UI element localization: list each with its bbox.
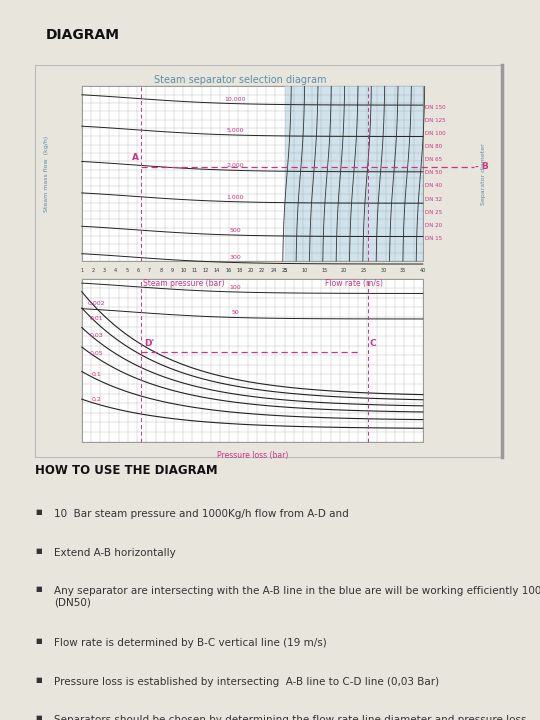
Text: ■: ■	[35, 586, 42, 592]
Text: 10: 10	[180, 268, 186, 273]
Text: 12: 12	[202, 268, 209, 273]
Text: DN 20: DN 20	[425, 222, 442, 228]
Text: 15: 15	[321, 268, 327, 273]
Text: 0,002: 0,002	[87, 301, 105, 306]
Bar	[82, 86, 423, 261]
Text: 16: 16	[225, 268, 232, 273]
Text: 5,000: 5,000	[227, 128, 244, 133]
Text: 2,000: 2,000	[227, 163, 244, 168]
Text: ■: ■	[35, 677, 42, 683]
Text: 14: 14	[214, 268, 220, 273]
Text: DIAGRAM: DIAGRAM	[46, 28, 120, 42]
Text: Steam mass flow  (kg/h): Steam mass flow (kg/h)	[44, 135, 49, 212]
Text: A: A	[132, 153, 139, 162]
Text: 4: 4	[114, 268, 117, 273]
Text: 10,000: 10,000	[225, 96, 246, 102]
Text: 40: 40	[420, 268, 426, 273]
Text: Pressure loss is established by intersecting  A-B line to C-D line (0,03 Bar): Pressure loss is established by intersec…	[54, 677, 439, 687]
Text: 50: 50	[232, 310, 239, 315]
Bar	[285, 86, 423, 261]
Text: Extend A-B horizontally: Extend A-B horizontally	[54, 548, 176, 557]
Text: Separator diameter: Separator diameter	[481, 143, 486, 204]
Text: 6: 6	[137, 268, 140, 273]
Text: 10: 10	[301, 268, 308, 273]
Text: 0,05: 0,05	[89, 351, 103, 355]
Text: - B: - B	[475, 162, 489, 171]
Text: ■: ■	[35, 638, 42, 644]
Text: 5: 5	[125, 268, 129, 273]
Text: DN 15: DN 15	[425, 235, 442, 240]
Text: 500: 500	[230, 228, 241, 233]
Text: DN 100: DN 100	[425, 131, 446, 136]
Text: 0,1: 0,1	[91, 372, 101, 377]
Text: DN 80: DN 80	[425, 144, 442, 149]
Text: ■: ■	[35, 509, 42, 515]
Text: 1,000: 1,000	[227, 194, 244, 199]
Text: 20: 20	[248, 268, 254, 273]
Text: 20: 20	[341, 268, 347, 273]
Text: DN 50: DN 50	[425, 171, 442, 175]
Text: Steam pressure (bar): Steam pressure (bar)	[143, 279, 224, 288]
Text: D': D'	[144, 339, 154, 348]
Text: 10  Bar steam pressure and 1000Kg/h flow from A-D and: 10 Bar steam pressure and 1000Kg/h flow …	[54, 509, 349, 519]
Text: 22: 22	[259, 268, 265, 273]
Text: 0,2: 0,2	[91, 397, 101, 402]
Text: Steam separator selection diagram: Steam separator selection diagram	[154, 75, 327, 85]
Text: 1: 1	[80, 268, 83, 273]
Text: 9: 9	[171, 268, 173, 273]
Text: 35: 35	[400, 268, 406, 273]
Text: 3: 3	[103, 268, 106, 273]
Text: HOW TO USE THE DIAGRAM: HOW TO USE THE DIAGRAM	[35, 464, 218, 477]
Text: DN 32: DN 32	[425, 197, 442, 202]
Text: DN 150: DN 150	[425, 105, 446, 110]
Text: Flow rate (m/s): Flow rate (m/s)	[325, 279, 383, 288]
Text: 7: 7	[148, 268, 151, 273]
Text: 25: 25	[361, 268, 367, 273]
Text: DN 40: DN 40	[425, 184, 442, 189]
Text: 30: 30	[380, 268, 387, 273]
Text: Flow rate is determined by B-C vertical line (19 m/s): Flow rate is determined by B-C vertical …	[54, 638, 327, 648]
Text: 25: 25	[281, 268, 288, 273]
Text: 8: 8	[159, 268, 163, 273]
Text: ■: ■	[35, 548, 42, 554]
Text: Separators should be chosen by determining the flow rate line diameter and press: Separators should be chosen by determini…	[54, 715, 526, 720]
Text: ■: ■	[35, 715, 42, 720]
Text: 300: 300	[230, 256, 241, 261]
Text: 100: 100	[230, 285, 241, 290]
Text: DN 25: DN 25	[425, 210, 442, 215]
Text: DN 65: DN 65	[425, 157, 442, 162]
Text: 11: 11	[191, 268, 198, 273]
Text: Pressure loss (bar): Pressure loss (bar)	[217, 451, 288, 460]
Text: 0,01: 0,01	[89, 315, 103, 320]
Bar	[82, 279, 423, 441]
Text: DN 125: DN 125	[425, 118, 446, 123]
Text: 24: 24	[271, 268, 276, 273]
Text: C: C	[370, 339, 376, 348]
Text: Any separator are intersecting with the A-B line in the blue are will be working: Any separator are intersecting with the …	[54, 586, 540, 608]
Text: 0,03: 0,03	[89, 333, 103, 338]
Text: 2: 2	[91, 268, 94, 273]
Text: 18: 18	[237, 268, 243, 273]
Text: 5: 5	[283, 268, 286, 273]
